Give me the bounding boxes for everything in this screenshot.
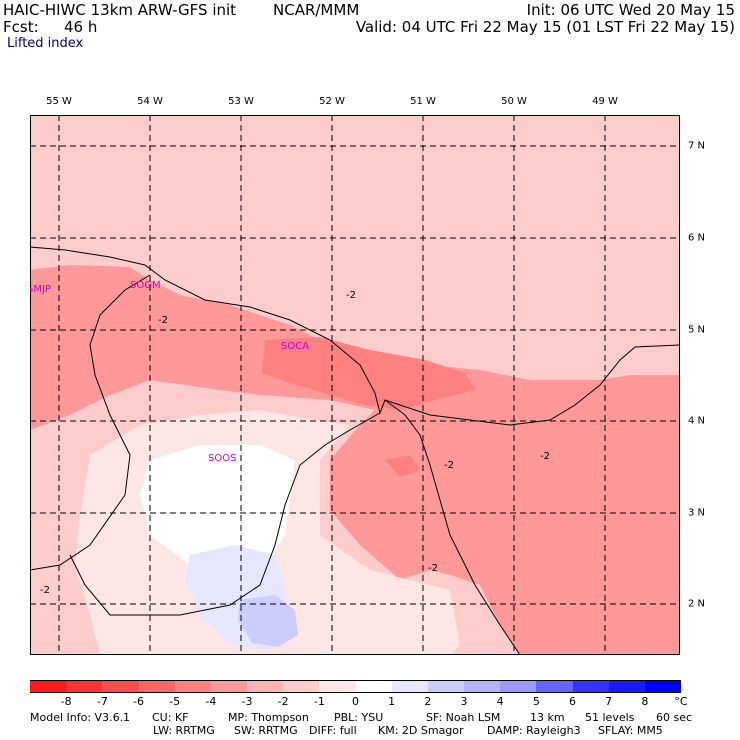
init-time: Init: 06 UTC Wed 20 May 15 — [526, 1, 735, 19]
colorbar-swatch — [66, 680, 103, 693]
colorbar-swatch — [536, 680, 573, 693]
contour-label: -2 — [540, 451, 550, 462]
station-label: SOCA — [281, 341, 309, 352]
station-label: SOGM — [130, 280, 161, 291]
colorbar-swatch — [174, 680, 212, 693]
li-minus2-region — [30, 265, 680, 655]
station-label: SMJP — [30, 284, 51, 295]
colorbar-swatch — [464, 680, 501, 693]
colorbar-swatch — [283, 680, 320, 693]
lat-label: 4 N — [688, 415, 706, 427]
contour-label: -2 — [428, 563, 438, 574]
valid-time: Valid: 04 UTC Fri 22 May 15 (01 LST Fri … — [355, 18, 735, 36]
li-zero-region — [140, 445, 295, 585]
model-info-mp: MP: Thompson — [228, 711, 309, 724]
colorbar-swatch — [644, 680, 682, 693]
model-info-diff: DIFF: full — [309, 724, 357, 737]
model-title: HAIC-HIWC 13km ARW-GFS init — [3, 1, 237, 19]
contour-label: -2 — [444, 460, 454, 471]
map-frame — [30, 115, 680, 655]
model-info-sf: SF: Noah LSM — [426, 711, 501, 724]
colorbar-label: -6 — [133, 695, 144, 708]
contour-label: -2 — [40, 585, 50, 596]
colorbar-label: 4 — [496, 695, 504, 708]
model-info-damp: DAMP: Rayleigh3 — [487, 724, 581, 737]
colorbar-label: -8 — [60, 695, 72, 708]
model-info-res: 13 km — [530, 711, 565, 724]
colorbar-label: 0 — [352, 695, 359, 708]
lat-label: 7 N — [688, 140, 706, 152]
model-info-sflay: SFLAY: MM5 — [598, 724, 663, 737]
border-fr-guiana-brazil — [384, 399, 521, 655]
colorbar-swatch — [391, 680, 429, 693]
colorbar-label: -3 — [241, 695, 253, 708]
lon-label: 54 W — [137, 96, 163, 107]
li-minus3-patch — [385, 455, 420, 477]
colorbar-swatch — [572, 680, 610, 693]
colorbar-swatch — [319, 680, 356, 693]
colorbar-label: 3 — [460, 695, 468, 708]
fcst-label: Fcst: — [3, 18, 39, 36]
colorbar-label: -7 — [96, 695, 108, 708]
colorbar-swatch — [210, 680, 248, 693]
colorbar-label: 7 — [605, 695, 613, 708]
colorbar-swatch — [355, 680, 393, 693]
colorbar-swatch — [500, 680, 537, 693]
colorbar-label: 6 — [569, 695, 576, 708]
lat-label: 6 N — [688, 232, 706, 244]
colorbar-unit: °C — [674, 695, 688, 708]
colorbar-swatch — [30, 680, 67, 693]
station-label: SOOS — [208, 453, 236, 464]
colorbar-label: 2 — [424, 695, 432, 708]
lon-label: 50 W — [501, 96, 527, 107]
lon-label: 55 W — [46, 96, 72, 107]
lifted-index-map: -2 -2 -2 -2 -2 -2 SMJP SOCA SOOS SOGM — [30, 115, 680, 655]
model-info-levels: 51 levels — [585, 711, 635, 724]
colorbar-label: 1 — [388, 695, 396, 708]
colorbar-label: -2 — [277, 695, 289, 708]
model-info-lw: LW: RRTMG — [153, 724, 215, 737]
colorbar-swatch — [247, 680, 284, 693]
colorbar-label: -1 — [313, 695, 325, 708]
lon-label: 52 W — [319, 96, 345, 107]
colorbar-swatch — [608, 680, 646, 693]
colorbar-swatch — [102, 680, 139, 693]
lat-label: 3 N — [688, 507, 706, 519]
lon-label: 53 W — [228, 96, 254, 107]
li-minus3-core — [262, 337, 475, 410]
model-info-pbl: PBL: YSU — [334, 711, 384, 724]
colorbar-label: -4 — [205, 695, 217, 708]
graticule — [30, 115, 680, 655]
model-info-version: Model Info: V3.6.1 — [30, 711, 131, 724]
lon-label: 51 W — [410, 96, 436, 107]
fcst-value: 46 h — [64, 18, 98, 36]
colorbar-swatch — [427, 680, 465, 693]
li-plus2-region — [238, 595, 298, 647]
border-suriname-fr-guiana — [69, 412, 381, 616]
lat-label: 2 N — [688, 598, 706, 610]
model-info-cu: CU: KF — [152, 711, 189, 724]
contour-label: -2 — [158, 315, 168, 326]
lon-label: 49 W — [592, 96, 618, 107]
field-name: Lifted index — [7, 36, 84, 51]
lat-label: 5 N — [688, 324, 706, 336]
model-info-km: KM: 2D Smagor — [378, 724, 464, 737]
colorbar-label: 5 — [532, 695, 540, 708]
model-info-timestep: 60 sec — [656, 711, 693, 724]
colorbar-label: 8 — [641, 695, 649, 708]
contour-label: -2 — [346, 290, 356, 301]
colorbar-label: -5 — [169, 695, 181, 708]
model-info-sw: SW: RRTMG — [234, 724, 298, 737]
center-title: NCAR/MMM — [273, 1, 360, 19]
border-guyana-suriname — [30, 274, 151, 571]
colorbar-swatch — [138, 680, 176, 693]
